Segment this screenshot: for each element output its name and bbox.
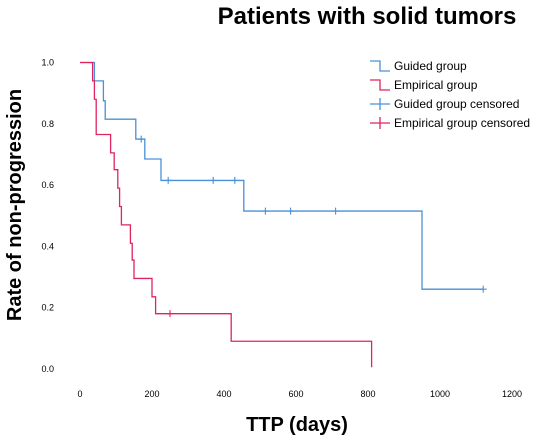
y-tick-label: 0.8 [41, 119, 54, 129]
x-tick-label: 200 [144, 389, 159, 399]
censor-mark [261, 207, 269, 215]
censor-mark [479, 285, 487, 293]
censor-mark [166, 310, 174, 318]
censor-mark [231, 176, 239, 184]
x-tick-label: 1000 [430, 389, 450, 399]
y-tick-label: 0.4 [41, 241, 54, 251]
tick-labels: 0 200 400 600 800 1000 1200 0.0 0.2 0.4 0.6 0.8 1.0 [41, 58, 522, 399]
legend-swatch-censor [370, 98, 390, 110]
legend-swatch-step [370, 60, 390, 72]
x-tick-label: 400 [216, 389, 231, 399]
censor-mark [209, 176, 217, 184]
x-tick-label: 600 [288, 389, 303, 399]
y-tick-label: 0.0 [41, 364, 54, 374]
censor-mark [137, 135, 145, 143]
y-tick-label: 0.2 [41, 303, 54, 313]
x-tick-label: 1200 [502, 389, 522, 399]
x-tick-label: 800 [360, 389, 375, 399]
chart-title: Patients with solid tumors [218, 3, 517, 30]
legend: Guided group Empirical group Guided group … [370, 59, 530, 130]
x-tick-label: 0 [77, 389, 82, 399]
censor-mark [332, 207, 340, 215]
y-tick-label: 1.0 [41, 58, 54, 68]
legend-swatch-censor [370, 117, 390, 129]
censor-mark [287, 207, 295, 215]
legend-label: Empirical group censored [394, 116, 530, 130]
y-tick-label: 0.6 [41, 180, 54, 190]
y-axis-title: Rate of non-progression [4, 89, 26, 321]
legend-label: Guided group [394, 59, 467, 73]
series-line-1 [80, 61, 373, 368]
x-axis-title: TTP (days) [246, 414, 348, 436]
series-layer [80, 61, 487, 368]
legend-label: Guided group censored [394, 97, 519, 111]
legend-swatch-step [370, 79, 390, 91]
censor-mark [164, 176, 172, 184]
legend-label: Empirical group [394, 78, 478, 92]
